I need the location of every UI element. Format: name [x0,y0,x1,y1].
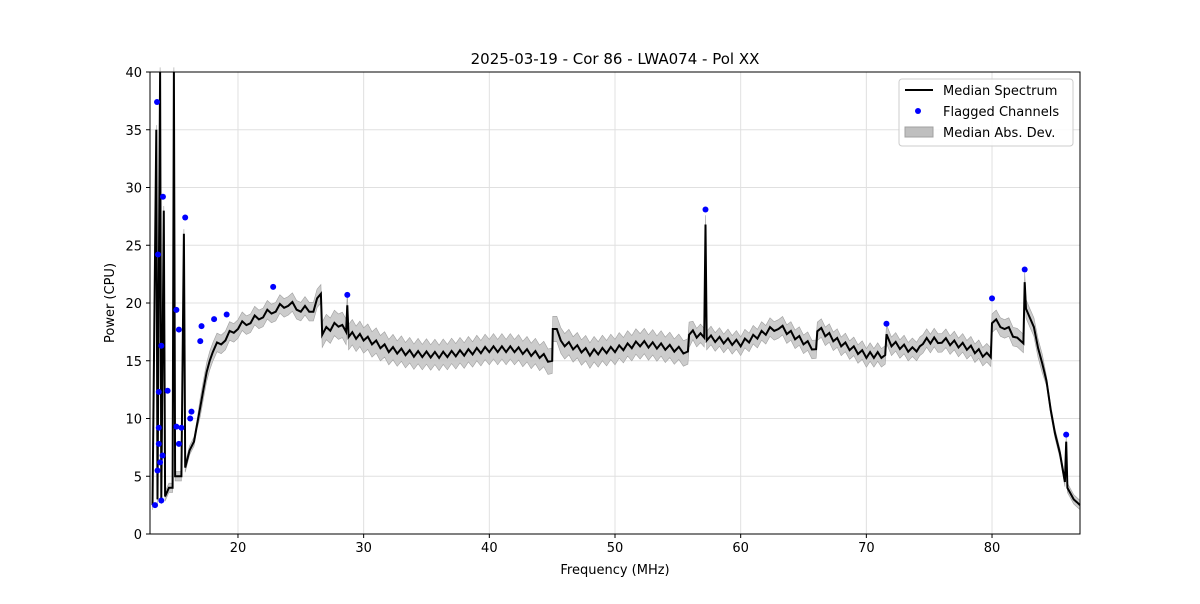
flagged-channel-point [1063,431,1070,438]
y-axis-label: Power (CPU) [103,263,118,343]
flagged-channel-point [158,342,165,349]
flagged-channel-point [883,320,890,327]
flagged-channel-point [702,206,709,213]
flagged-channel-point [270,283,277,290]
flagged-channel-point [175,440,182,447]
flagged-channel-point [173,423,180,430]
y-tick-label: 25 [125,239,142,254]
flagged-channels [152,99,1070,509]
x-tick-label: 80 [984,541,1001,556]
flagged-channel-point [154,467,161,474]
y-tick-label: 20 [125,297,142,312]
x-tick-label: 30 [355,541,372,556]
flagged-channel-point [159,193,166,200]
flagged-channel-point [155,388,162,395]
flagged-channel-point [187,415,194,422]
flagged-channel-point [1021,266,1028,273]
y-tick-label: 10 [125,413,142,428]
x-tick-label: 20 [230,541,247,556]
y-tick-label: 0 [134,528,142,543]
median-spectrum-line [151,71,1081,506]
legend: Median Spectrum Flagged Channels Median … [898,78,1074,147]
y-tick-label: 35 [125,124,142,139]
flagged-channel-point [164,387,171,394]
legend-median-label: Median Spectrum [943,84,1057,99]
flagged-channel-point [175,326,182,333]
flagged-channel-point [158,497,165,504]
flagged-channel-point [223,311,230,318]
flagged-channel-point [155,424,162,431]
flagged-channel-point [344,291,351,298]
legend-flagged-swatch [915,108,921,114]
chart-title: 2025-03-19 - Cor 86 - LWA074 - Pol XX [471,50,760,68]
axis-ticks: 20 30 40 50 60 70 80 0 5 10 15 20 25 30 35 40 [125,66,1000,556]
flagged-channel-point [155,251,162,258]
flagged-channel-point [182,214,189,221]
flagged-channel-point [989,295,996,302]
x-tick-label: 70 [858,541,875,556]
y-tick-label: 40 [125,66,142,81]
flagged-channel-point [154,99,161,106]
y-tick-label: 15 [125,355,142,370]
flagged-channel-point [173,306,180,313]
x-tick-label: 40 [481,541,498,556]
flagged-channel-point [157,459,164,466]
flagged-channel-point [188,408,195,415]
y-tick-label: 5 [134,470,142,485]
x-tick-label: 60 [732,541,749,556]
flagged-channel-point [159,452,166,459]
flagged-channel-point [198,323,205,330]
flagged-channel-point [178,424,185,431]
x-tick-label: 50 [607,541,624,556]
legend-mad-label: Median Abs. Dev. [943,126,1055,141]
flagged-channel-point [211,316,218,323]
x-axis-label: Frequency (MHz) [560,563,669,578]
legend-mad-swatch [904,126,934,138]
flagged-channel-point [197,338,204,345]
legend-flagged-label: Flagged Channels [943,105,1059,120]
y-tick-label: 30 [125,182,142,197]
flagged-channel-point [152,502,159,509]
flagged-channel-point [155,440,162,447]
legend-box [898,78,1074,147]
